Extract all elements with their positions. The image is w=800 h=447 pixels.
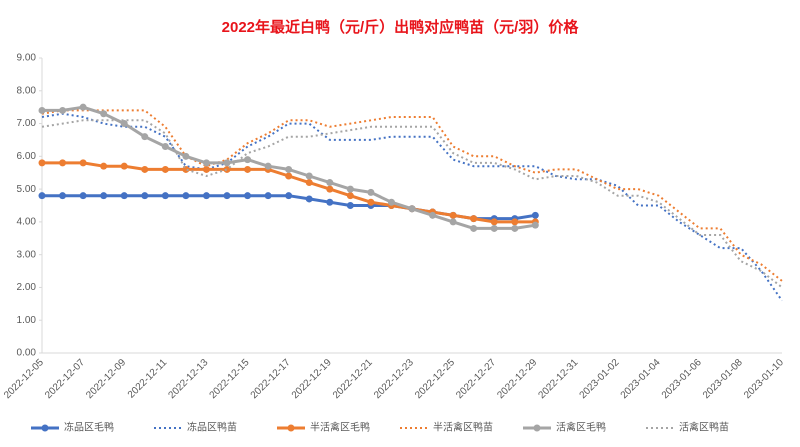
series-marker <box>408 205 416 213</box>
series-marker <box>161 165 169 173</box>
series-marker <box>285 165 293 173</box>
series-marker <box>387 198 395 206</box>
series-marker <box>531 221 539 229</box>
series-marker <box>202 192 210 200</box>
series-marker <box>79 103 87 111</box>
series-marker <box>511 218 519 226</box>
series-marker <box>346 185 354 193</box>
legend-label: 半活禽区毛鸭 <box>310 421 370 434</box>
series-marker <box>141 165 149 173</box>
series-marker <box>223 159 231 167</box>
y-tick-label: 5.00 <box>17 184 37 195</box>
legend-marker <box>533 424 541 432</box>
legend-label: 活禽区毛鸭 <box>556 421 606 434</box>
series-marker <box>120 120 128 128</box>
series-marker <box>141 192 149 200</box>
series-marker <box>141 133 149 141</box>
series-marker <box>264 192 272 200</box>
series-marker <box>100 192 108 200</box>
series-marker <box>59 106 67 114</box>
series-marker <box>161 143 169 150</box>
legend-label: 活禽区鸭苗 <box>679 421 729 434</box>
series-marker <box>38 106 46 114</box>
series-marker <box>244 192 252 200</box>
series-marker <box>202 159 210 167</box>
series-marker <box>100 110 108 118</box>
series-marker <box>346 202 354 209</box>
series-marker <box>223 165 231 173</box>
series-marker <box>120 162 128 170</box>
y-tick-label: 2.00 <box>17 282 37 293</box>
legend-label: 冻品区鸭苗 <box>187 421 237 434</box>
y-tick-label: 4.00 <box>17 217 37 228</box>
series-marker <box>244 156 252 164</box>
y-tick-label: 0.00 <box>17 348 37 359</box>
series-marker <box>367 198 375 206</box>
series-marker <box>511 224 519 232</box>
series-marker <box>531 211 539 219</box>
legend-label: 冻品区毛鸭 <box>64 421 114 434</box>
series-marker <box>38 192 46 200</box>
series-marker <box>120 192 128 200</box>
series-marker <box>305 172 313 180</box>
series-marker <box>305 179 313 187</box>
y-tick-label: 1.00 <box>17 315 37 326</box>
series-marker <box>182 152 190 160</box>
series-marker <box>38 159 46 167</box>
series-marker <box>326 185 334 193</box>
series-marker <box>59 192 67 200</box>
series-marker <box>100 162 108 170</box>
y-tick-label: 7.00 <box>17 118 37 129</box>
series-marker <box>305 195 313 203</box>
legend-label: 半活禽区鸭苗 <box>433 421 493 434</box>
chart-title: 2022年最近白鸭（元/斤）出鸭对应鸭苗（元/羽）价格 <box>222 18 580 36</box>
series-marker <box>59 159 67 167</box>
series-marker <box>470 215 478 223</box>
y-tick-label: 6.00 <box>17 151 37 162</box>
series-marker <box>182 192 190 200</box>
series-marker <box>79 192 87 200</box>
series-line <box>41 119 783 289</box>
series-marker <box>244 165 252 173</box>
series-marker <box>202 165 210 173</box>
series-marker <box>470 224 478 232</box>
series-marker <box>490 224 498 232</box>
series-marker <box>79 159 87 167</box>
series-marker <box>161 192 169 200</box>
y-tick-label: 8.00 <box>17 85 37 96</box>
series-marker <box>285 192 293 200</box>
series-marker <box>346 192 354 200</box>
legend-marker <box>287 424 295 432</box>
series-marker <box>223 192 231 200</box>
series-marker <box>429 211 437 219</box>
series-line <box>41 109 783 282</box>
series-marker <box>326 198 334 206</box>
series-marker <box>490 218 498 226</box>
series-marker <box>449 218 457 226</box>
legend-marker <box>41 424 49 432</box>
series-marker <box>285 172 293 180</box>
series-marker <box>264 162 272 170</box>
y-tick-label: 9.00 <box>17 53 37 64</box>
series-marker <box>449 211 457 219</box>
y-tick-label: 3.00 <box>17 249 37 260</box>
series-marker <box>367 188 375 196</box>
series-marker <box>326 179 334 187</box>
